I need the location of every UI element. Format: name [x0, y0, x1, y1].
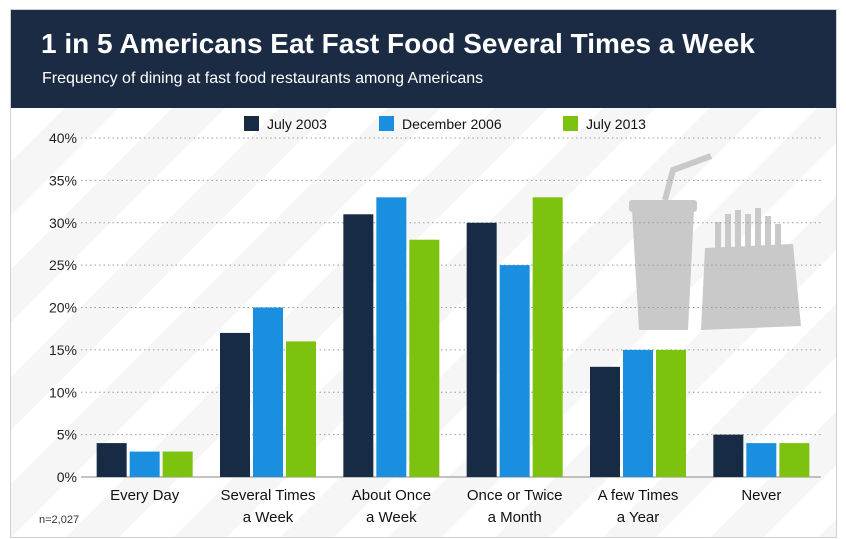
fast-food-cup-and-fries-icon [629, 153, 801, 330]
bar [253, 307, 283, 477]
x-category-label: Several Times [220, 487, 315, 504]
chart-title: 1 in 5 Americans Eat Fast Food Several T… [41, 28, 755, 59]
legend-label: July 2013 [586, 116, 646, 132]
y-tick-label: 10% [49, 384, 77, 400]
bar [590, 366, 620, 477]
legend-label: December 2006 [402, 116, 502, 132]
bar [713, 434, 744, 477]
bar [656, 349, 686, 477]
chart-header: 1 in 5 Americans Eat Fast Food Several T… [11, 10, 836, 108]
bar [220, 332, 250, 477]
bar [409, 239, 440, 477]
bar [96, 443, 127, 477]
bar [162, 451, 193, 477]
chart-frame: 1 in 5 Americans Eat Fast Food Several T… [10, 9, 837, 538]
bar [466, 222, 497, 477]
bar [286, 341, 316, 477]
y-tick-label: 25% [49, 257, 77, 273]
x-category-label: a Week [243, 509, 294, 526]
x-category-label: Every Day [110, 487, 180, 504]
y-axis-ticks: 0% 5% 10% 15% 20% 25% 30% 35% 40% [49, 130, 77, 485]
legend-swatch [563, 116, 578, 131]
y-tick-label: 35% [49, 172, 77, 188]
y-tick-label: 20% [49, 300, 77, 316]
bar-chart: 0% 5% 10% 15% 20% 25% 30% 35% 40% Every Day Sever… [49, 116, 821, 526]
y-tick-label: 0% [57, 469, 77, 485]
bar [623, 349, 653, 477]
bar [499, 265, 530, 477]
chart-subtitle: Frequency of dining at fast food restaur… [42, 70, 484, 87]
bar [779, 443, 810, 477]
x-axis-labels: Every Day Several Times a Week About Once a … [110, 487, 781, 526]
x-category-label: About Once [352, 487, 431, 504]
y-tick-label: 40% [49, 130, 77, 146]
bar [343, 214, 374, 477]
bar [532, 197, 563, 477]
x-category-label: a Month [488, 509, 542, 526]
x-category-label: a Year [617, 509, 660, 526]
sample-size-note: n=2,027 [39, 514, 80, 526]
bars [96, 197, 810, 477]
bar [746, 443, 777, 477]
legend-label: July 2003 [267, 116, 327, 132]
y-tick-label: 30% [49, 215, 77, 231]
gridlines [81, 137, 821, 478]
bar [376, 197, 407, 477]
x-category-label: A few Times [598, 487, 679, 504]
bar [129, 451, 160, 477]
x-category-label: Never [741, 487, 781, 504]
y-tick-label: 15% [49, 342, 77, 358]
legend-swatch [379, 116, 394, 131]
x-category-label: a Week [366, 509, 417, 526]
x-category-label: Once or Twice [467, 487, 563, 504]
y-tick-label: 5% [57, 427, 77, 443]
legend-swatch [244, 116, 259, 131]
legend: July 2003 December 2006 July 2013 [244, 116, 646, 132]
